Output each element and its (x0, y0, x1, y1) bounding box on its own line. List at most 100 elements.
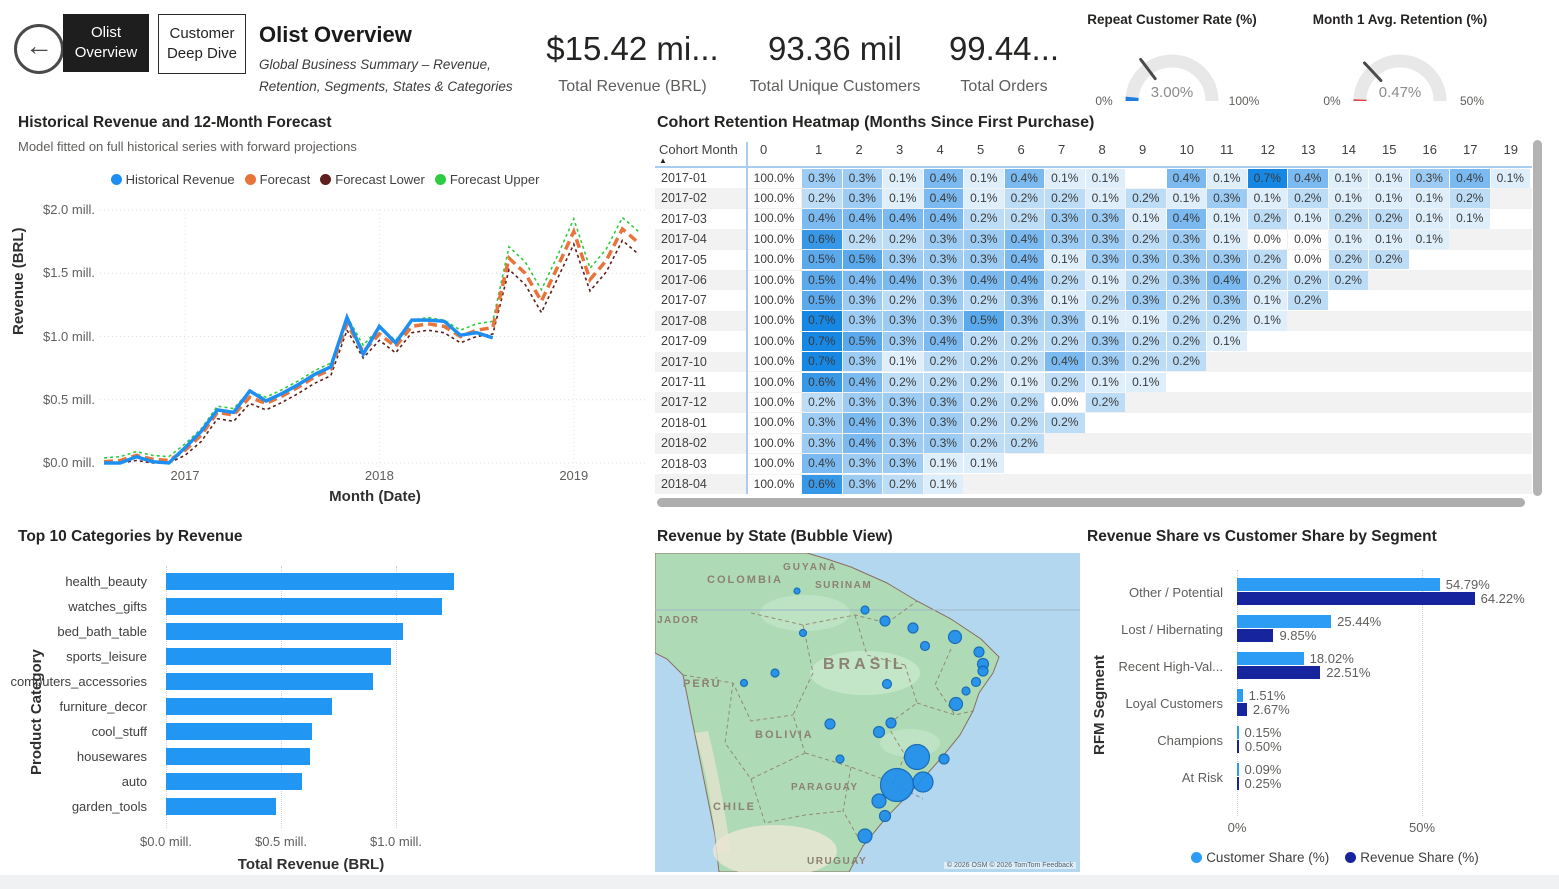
heatmap-cell[interactable]: 0.3% (923, 392, 963, 413)
heatmap-cell[interactable]: 0.2% (964, 290, 1004, 311)
heatmap-row[interactable]: 2017-01 100.0% 0.3% 0.3% 0.1% 0.4% 0.1% 0.4% 0.1… (655, 168, 1532, 189)
heatmap-col-header[interactable]: 1 (815, 142, 823, 157)
heatmap-cell[interactable]: 0.4% (842, 413, 882, 433)
heatmap-cell[interactable]: 0.3% (1085, 209, 1125, 229)
category-bar[interactable] (166, 673, 373, 690)
heatmap-cell[interactable]: 0.0% (1288, 250, 1328, 270)
heatmap-cell[interactable]: 0.5% (802, 270, 842, 290)
heatmap-cell[interactable]: 0.1% (1045, 250, 1085, 270)
heatmap-cell[interactable]: 0.4% (1166, 168, 1206, 188)
heatmap-col-header[interactable]: 13 (1301, 142, 1316, 157)
heatmap-cell[interactable]: 0.2% (1166, 311, 1206, 331)
heatmap-cell[interactable]: 0.2% (1126, 331, 1166, 352)
heatmap-cell[interactable]: 0.2% (1085, 392, 1125, 413)
state-revenue-bubble[interactable] (798, 628, 808, 638)
heatmap-cell[interactable]: 0.3% (883, 250, 923, 270)
state-revenue-bubble[interactable] (879, 615, 891, 627)
heatmap-cell[interactable]: 0.4% (842, 372, 882, 392)
category-bar[interactable] (166, 748, 310, 765)
state-revenue-bubble[interactable] (878, 809, 892, 823)
category-bar[interactable] (166, 723, 313, 740)
heatmap-cell[interactable]: 0.3% (964, 250, 1004, 270)
heatmap-cell[interactable]: 0.3% (802, 168, 842, 188)
heatmap-cell[interactable]: 0.2% (1450, 188, 1490, 209)
heatmap-cell[interactable]: 0.6% (802, 229, 842, 250)
heatmap-cell[interactable]: 0.0% (1288, 229, 1328, 250)
state-revenue-bubble[interactable] (948, 696, 964, 712)
category-bar[interactable] (166, 698, 332, 715)
state-revenue-bubble[interactable] (961, 686, 971, 696)
heatmap-horizontal-scrollbar[interactable] (657, 498, 1525, 507)
heatmap-cell[interactable]: 0.1% (1328, 229, 1368, 250)
heatmap-cell[interactable]: 0.3% (1004, 311, 1044, 331)
heatmap-cell[interactable]: 100.0% (747, 392, 801, 413)
heatmap-col-header[interactable]: 15 (1382, 142, 1397, 157)
category-bar[interactable] (166, 648, 392, 665)
legend-item-historical-revenue[interactable]: Historical Revenue (110, 172, 235, 187)
heatmap-cell[interactable]: 0.2% (964, 331, 1004, 352)
heatmap-cell[interactable]: 0.3% (842, 392, 882, 413)
state-revenue-bubble[interactable] (770, 668, 780, 678)
heatmap-cell[interactable]: 0.3% (1045, 311, 1085, 331)
heatmap-cell[interactable]: 100.0% (747, 474, 801, 494)
heatmap-row[interactable]: 2017-02 100.0% 0.2% 0.3% 0.1% 0.4% 0.1% 0.2% 0.2… (655, 188, 1532, 209)
heatmap-cell[interactable]: 0.2% (1166, 331, 1206, 352)
heatmap-cell[interactable]: 0.1% (1247, 290, 1287, 311)
heatmap-row[interactable]: 2017-05 100.0% 0.5% 0.5% 0.3% 0.3% 0.3% 0.4% 0.1… (655, 249, 1532, 270)
heatmap-cell[interactable]: 0.1% (1126, 209, 1166, 229)
heatmap-cell[interactable]: 0.1% (1450, 209, 1490, 229)
heatmap-cell[interactable]: 0.2% (923, 372, 963, 392)
heatmap-cell[interactable]: 0.1% (1328, 188, 1368, 209)
heatmap-row[interactable]: 2017-03 100.0% 0.4% 0.4% 0.4% 0.4% 0.2% 0.2% 0.3… (655, 208, 1532, 230)
heatmap-cell[interactable]: 0.2% (802, 188, 842, 209)
heatmap-cell[interactable]: 0.4% (842, 433, 882, 454)
heatmap-cell[interactable]: 0.4% (802, 454, 842, 474)
map-attribution[interactable]: © 2026 OSM © 2026 TomTom Feedback (943, 862, 1076, 869)
customer-share-bar[interactable] (1237, 578, 1440, 591)
heatmap-cell[interactable]: 0.3% (842, 352, 882, 372)
heatmap-cell[interactable]: 0.3% (1085, 352, 1125, 372)
heatmap-row[interactable]: 2017-12 100.0% 0.2% 0.3% 0.3% 0.3% 0.2% 0.2% 0.0… (655, 392, 1532, 413)
heatmap-cell[interactable]: 100.0% (747, 413, 801, 433)
heatmap-cell[interactable]: 0.5% (802, 290, 842, 311)
heatmap-cell[interactable]: 0.1% (964, 168, 1004, 188)
heatmap-cell[interactable]: 0.1% (1409, 229, 1449, 250)
heatmap-col-header[interactable]: 0 (760, 142, 768, 157)
heatmap-row[interactable]: 2017-11 100.0% 0.6% 0.4% 0.2% 0.2% 0.2% 0.1% 0.2… (655, 372, 1532, 393)
state-revenue-bubble[interactable] (973, 646, 985, 658)
heatmap-cell[interactable]: 100.0% (747, 372, 801, 392)
heatmap-col-header[interactable]: 14 (1341, 142, 1356, 157)
heatmap-cell[interactable]: 0.1% (1166, 188, 1206, 209)
heatmap-col-header[interactable]: 6 (1017, 142, 1025, 157)
heatmap-cell[interactable]: 0.2% (1004, 433, 1044, 454)
heatmap-cell[interactable]: 0.1% (1207, 331, 1247, 352)
heatmap-cell[interactable]: 0.3% (842, 188, 882, 209)
heatmap-cell[interactable]: 0.3% (1409, 168, 1449, 188)
state-revenue-bubble[interactable] (739, 678, 749, 688)
heatmap-col-header[interactable]: 3 (896, 142, 904, 157)
heatmap-cell[interactable]: 0.2% (1004, 331, 1044, 352)
state-revenue-bubble[interactable] (872, 725, 886, 739)
heatmap-cell[interactable]: 0.2% (842, 229, 882, 250)
heatmap-cell[interactable]: 0.3% (802, 433, 842, 454)
state-revenue-bubble[interactable] (824, 718, 836, 730)
heatmap-cell[interactable]: 0.3% (1166, 250, 1206, 270)
state-revenue-bubble[interactable] (885, 717, 897, 729)
revenue-share-bar[interactable] (1237, 777, 1239, 790)
heatmap-cell[interactable]: 0.2% (964, 352, 1004, 372)
heatmap-cell[interactable]: 0.2% (1166, 290, 1206, 311)
heatmap-cell[interactable]: 0.3% (1207, 290, 1247, 311)
revenue-share-bar[interactable] (1237, 703, 1247, 716)
heatmap-cell[interactable]: 0.2% (1328, 209, 1368, 229)
heatmap-cell[interactable]: 0.2% (1004, 392, 1044, 413)
heatmap-cell[interactable]: 0.1% (1126, 372, 1166, 392)
heatmap-cell[interactable]: 0.2% (964, 413, 1004, 433)
heatmap-cell[interactable]: 0.3% (883, 331, 923, 352)
heatmap-cell[interactable]: 0.4% (923, 209, 963, 229)
legend-item-forecast[interactable]: Forecast (244, 172, 310, 187)
heatmap-cell[interactable]: 100.0% (747, 209, 801, 229)
heatmap-cell[interactable]: 0.1% (1369, 188, 1409, 209)
heatmap-cell[interactable]: 0.1% (1004, 372, 1044, 392)
category-bar[interactable] (166, 573, 454, 590)
